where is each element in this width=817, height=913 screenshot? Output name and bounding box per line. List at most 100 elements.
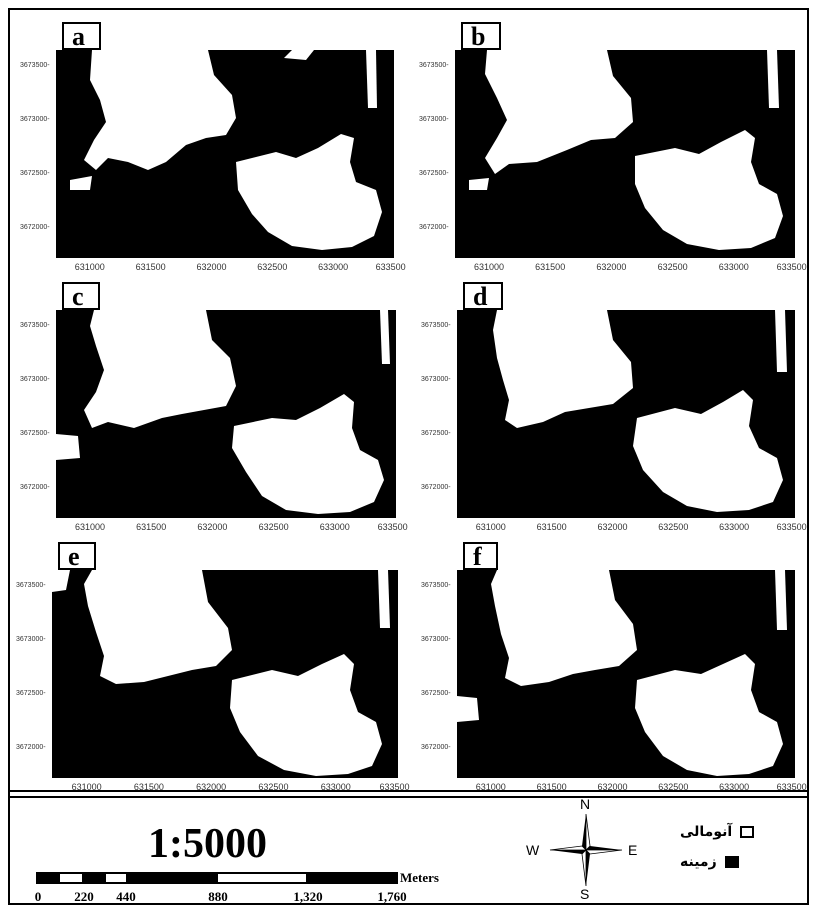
- y-tick-label: 3673500-: [421, 321, 451, 329]
- scale-tick-1: 220: [74, 889, 94, 904]
- legend-swatch-anomaly: [740, 826, 755, 838]
- panel-f-map: [457, 570, 795, 778]
- y-tick-label: 3673000-: [421, 635, 451, 643]
- panel-c-label: c: [62, 282, 100, 310]
- x-tick-label: 631500: [535, 262, 566, 272]
- panel-b-map: [455, 50, 795, 258]
- panel-a-label: a: [62, 22, 101, 50]
- panel-b-label: b: [461, 22, 502, 50]
- x-tick-label: 631500: [133, 782, 164, 792]
- legend-swatch-background: [724, 856, 739, 868]
- x-tick-label: 632000: [197, 522, 228, 532]
- y-tick-label: 3672500-: [20, 429, 50, 437]
- panel-c-map: [56, 310, 396, 518]
- x-tick-label: 632000: [596, 262, 627, 272]
- y-tick-label: 3673000-: [20, 115, 50, 123]
- y-tick-label: 3673500-: [20, 321, 50, 329]
- y-tick-label: 3672500-: [419, 169, 449, 177]
- x-tick-label: 631500: [536, 782, 567, 792]
- scale-tick-5: 1,760: [377, 889, 407, 904]
- panel-d: d: [457, 282, 795, 518]
- x-tick-label: 633500: [377, 522, 408, 532]
- y-tick-label: 3672500-: [20, 169, 50, 177]
- legend-label-anomaly: آنومالی: [680, 824, 733, 840]
- panel-d-map: [457, 310, 795, 518]
- panel-b: b: [455, 22, 795, 258]
- y-tick-label: 3672000-: [421, 743, 451, 751]
- panel-e-label: e: [58, 542, 96, 570]
- x-tick-label: 633500: [776, 522, 807, 532]
- x-tick-label: 631000: [74, 262, 105, 272]
- y-tick-label: 3673500-: [421, 581, 451, 589]
- x-tick-label: 633000: [320, 782, 351, 792]
- panel-c: c: [56, 282, 396, 518]
- y-tick-label: 3673500-: [16, 581, 46, 589]
- y-tick-label: 3672500-: [16, 689, 46, 697]
- x-tick-label: 632500: [658, 782, 689, 792]
- compass-n: N: [580, 796, 591, 812]
- panel-e: e: [52, 542, 398, 778]
- y-tick-label: 3673000-: [421, 375, 451, 383]
- panel-f-label: f: [463, 542, 498, 570]
- x-tick-label: 633000: [318, 262, 349, 272]
- compass-s: S: [580, 886, 590, 902]
- compass-e: E: [628, 842, 638, 858]
- y-tick-label: 3672000-: [20, 223, 50, 231]
- x-tick-label: 632000: [597, 522, 628, 532]
- panel-d-label: d: [463, 282, 504, 310]
- x-tick-label: 631000: [473, 262, 505, 272]
- x-tick-label: 633500: [375, 262, 406, 272]
- x-tick-label: 633500: [776, 782, 807, 792]
- y-tick-label: 3673000-: [20, 375, 50, 383]
- y-tick-label: 3673500-: [20, 61, 50, 69]
- scale-tick-3: 880: [208, 889, 228, 904]
- compass-w: W: [526, 842, 540, 858]
- x-tick-label: 633000: [719, 782, 750, 792]
- x-tick-label: 632000: [196, 782, 227, 792]
- y-tick-label: 3673000-: [16, 635, 46, 643]
- legend-item-anomaly: آنومالی: [680, 824, 755, 840]
- legend-box: [8, 796, 809, 905]
- x-tick-label: 631000: [475, 522, 506, 532]
- scale-unit: Meters: [400, 870, 439, 885]
- separator-line: [8, 790, 809, 792]
- scale-tick-2: 440: [116, 889, 136, 904]
- panel-a: a: [56, 22, 394, 258]
- x-tick-label: 633500: [379, 782, 410, 792]
- y-tick-label: 3672000-: [20, 483, 50, 491]
- x-tick-label: 632500: [657, 262, 688, 272]
- x-tick-label: 631000: [71, 782, 102, 792]
- x-tick-label: 631500: [536, 522, 567, 532]
- panel-e-map: [52, 570, 398, 778]
- x-tick-label: 632000: [597, 782, 628, 792]
- x-tick-label: 633500: [776, 262, 807, 272]
- x-tick-label: 631500: [135, 262, 166, 272]
- panel-a-map: [56, 50, 394, 258]
- scale-bar: [36, 872, 398, 884]
- legend-label-background: زمینه: [680, 854, 717, 870]
- y-tick-label: 3672000-: [419, 223, 449, 231]
- x-tick-label: 632000: [196, 262, 227, 272]
- panel-f: f: [457, 542, 795, 778]
- x-tick-label: 632500: [258, 782, 289, 792]
- scale-ratio: 1:5000: [148, 821, 267, 867]
- y-tick-label: 3673000-: [419, 115, 449, 123]
- y-tick-label: 3672500-: [421, 429, 451, 437]
- x-tick-label: 631000: [74, 522, 106, 532]
- x-tick-label: 631500: [136, 522, 167, 532]
- y-tick-label: 3673500-: [419, 61, 449, 69]
- scale-tick-0: 0: [34, 889, 42, 904]
- compass-rose-icon: [549, 813, 623, 887]
- x-tick-label: 631000: [475, 782, 506, 792]
- legend-item-background: زمینه: [680, 854, 739, 870]
- x-tick-label: 633000: [718, 262, 749, 272]
- y-tick-label: 3672500-: [421, 689, 451, 697]
- x-tick-label: 632500: [258, 522, 289, 532]
- x-tick-label: 632500: [257, 262, 288, 272]
- y-tick-label: 3672000-: [421, 483, 451, 491]
- scale-tick-4: 1,320: [293, 889, 323, 904]
- y-tick-label: 3672000-: [16, 743, 46, 751]
- x-tick-label: 632500: [658, 522, 689, 532]
- x-tick-label: 633000: [319, 522, 350, 532]
- x-tick-label: 633000: [719, 522, 750, 532]
